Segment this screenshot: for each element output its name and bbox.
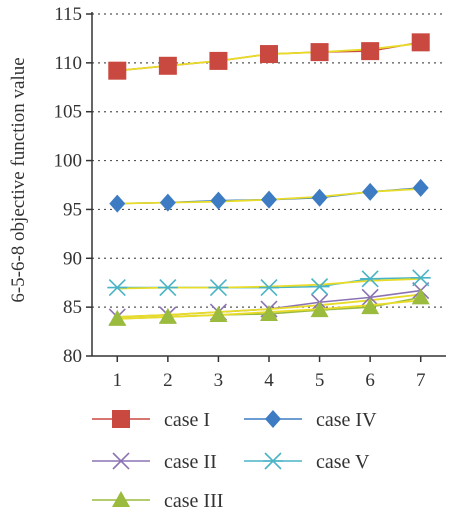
y-tick-labels: 80 85 90 95 100 105 110 115 bbox=[54, 4, 83, 367]
legend-label: case IV bbox=[316, 409, 377, 431]
data-point bbox=[158, 307, 177, 324]
data-point bbox=[362, 182, 379, 201]
y-tick-label: 95 bbox=[63, 199, 82, 220]
y-tick-label: 115 bbox=[54, 4, 82, 25]
legend-marker bbox=[112, 452, 130, 470]
series-case-iv bbox=[109, 178, 429, 213]
series-case-v bbox=[107, 269, 431, 297]
data-point bbox=[159, 193, 176, 212]
axes bbox=[86, 12, 446, 362]
legend-label: case II bbox=[164, 451, 217, 473]
x-tick-label: 1 bbox=[113, 370, 123, 391]
data-point bbox=[310, 43, 329, 62]
x-tick-label: 7 bbox=[416, 370, 426, 391]
data-point bbox=[158, 56, 177, 75]
x-tick-labels: 1 2 3 4 5 6 7 bbox=[113, 370, 426, 391]
x-tick-label: 3 bbox=[214, 370, 224, 391]
data-point bbox=[361, 42, 380, 61]
data-point bbox=[109, 194, 126, 213]
marker-stroke bbox=[112, 452, 130, 470]
series-case-i bbox=[108, 33, 430, 80]
data-point bbox=[361, 288, 379, 306]
data-point bbox=[260, 45, 278, 64]
data-point bbox=[309, 278, 330, 296]
data-point bbox=[410, 269, 431, 287]
data-point bbox=[108, 309, 127, 326]
y-tick-label: 80 bbox=[63, 346, 82, 367]
legend-item: case I bbox=[92, 409, 210, 431]
legend: case I case IV case II case V case III bbox=[92, 409, 377, 512]
series bbox=[107, 33, 431, 326]
data-point bbox=[310, 301, 329, 318]
y-tick-label: 110 bbox=[54, 53, 82, 74]
data-point bbox=[411, 288, 430, 305]
legend-marker bbox=[265, 410, 281, 428]
data-point bbox=[411, 33, 430, 52]
x-tick-label: 5 bbox=[315, 370, 325, 391]
legend-label: case III bbox=[164, 490, 223, 512]
data-point bbox=[157, 279, 178, 297]
data-point bbox=[210, 191, 227, 210]
grid-lines bbox=[92, 13, 446, 308]
data-point bbox=[209, 305, 228, 322]
legend-item: case IV bbox=[244, 409, 377, 431]
y-tick-label: 105 bbox=[54, 102, 83, 123]
legend-marker bbox=[112, 491, 130, 507]
x-tick-label: 6 bbox=[365, 370, 375, 391]
data-point bbox=[108, 61, 127, 80]
y-tick-label: 85 bbox=[63, 297, 82, 318]
data-point bbox=[260, 304, 278, 321]
data-point bbox=[361, 298, 380, 315]
legend-item: case II bbox=[92, 451, 217, 473]
data-point bbox=[311, 188, 328, 207]
legend-label: case V bbox=[316, 451, 370, 473]
data-point bbox=[209, 51, 228, 70]
marker-stroke bbox=[361, 288, 379, 306]
legend-item: case V bbox=[244, 451, 370, 473]
legend-label: case I bbox=[164, 409, 210, 431]
data-point bbox=[259, 279, 279, 297]
data-point bbox=[107, 279, 128, 297]
data-point bbox=[208, 279, 229, 297]
data-point bbox=[360, 270, 381, 288]
legend-marker bbox=[112, 410, 130, 428]
legend-item: case III bbox=[92, 490, 223, 512]
y-tick-label: 90 bbox=[63, 248, 82, 269]
x-tick-label: 4 bbox=[264, 370, 274, 391]
y-tick-label: 100 bbox=[54, 151, 83, 172]
data-point bbox=[412, 178, 429, 197]
series-case-iii bbox=[108, 288, 430, 326]
x-tick-label: 2 bbox=[163, 370, 173, 391]
y-axis-label: 6-5-6-8 objective function value bbox=[8, 57, 29, 302]
legend-marker bbox=[263, 452, 283, 470]
data-point bbox=[261, 190, 277, 209]
